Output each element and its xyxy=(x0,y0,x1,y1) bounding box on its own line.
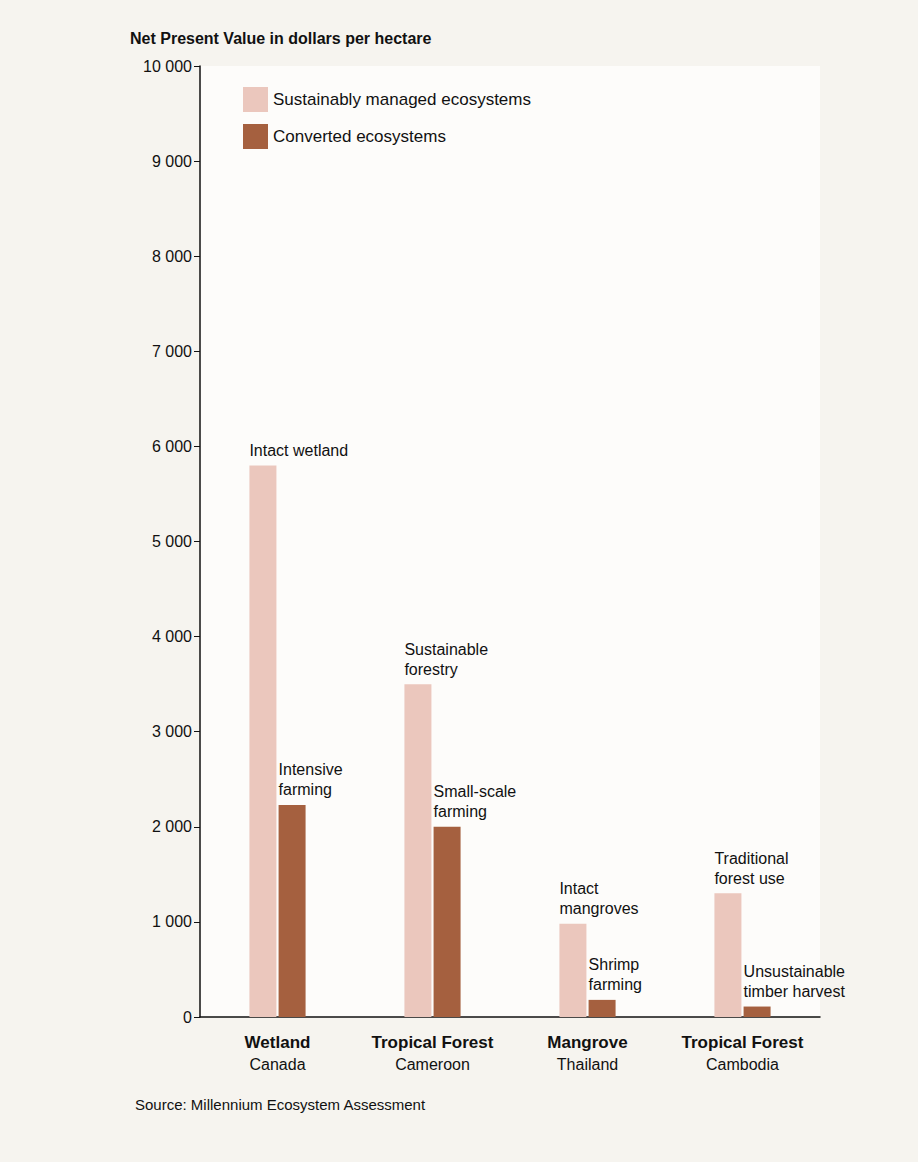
svg-text:7 000: 7 000 xyxy=(152,343,192,360)
svg-text:timber harvest: timber harvest xyxy=(744,983,846,1000)
svg-text:forestry: forestry xyxy=(404,661,457,678)
svg-text:8 000: 8 000 xyxy=(152,248,192,265)
svg-text:2 000: 2 000 xyxy=(152,818,192,835)
svg-text:Thailand: Thailand xyxy=(557,1056,618,1073)
svg-text:0: 0 xyxy=(183,1009,192,1026)
svg-text:Net Present Value in dollars p: Net Present Value in dollars per hectare xyxy=(130,30,432,47)
svg-text:4 000: 4 000 xyxy=(152,628,192,645)
svg-text:Unsustainable: Unsustainable xyxy=(744,963,846,980)
svg-text:farming: farming xyxy=(434,803,487,820)
svg-text:forest use: forest use xyxy=(714,870,784,887)
svg-text:Sustainably managed ecosystems: Sustainably managed ecosystems xyxy=(273,90,531,109)
svg-text:Small-scale: Small-scale xyxy=(434,783,517,800)
svg-text:6 000: 6 000 xyxy=(152,438,192,455)
svg-text:Cameroon: Cameroon xyxy=(395,1056,470,1073)
svg-text:Sustainable: Sustainable xyxy=(404,641,488,658)
svg-text:Wetland: Wetland xyxy=(245,1033,311,1052)
svg-text:Source: Millennium Ecosystem A: Source: Millennium Ecosystem Assessment xyxy=(135,1096,426,1113)
svg-text:Cambodia: Cambodia xyxy=(706,1056,779,1073)
svg-text:Tropical Forest: Tropical Forest xyxy=(372,1033,494,1052)
svg-text:9 000: 9 000 xyxy=(152,153,192,170)
svg-text:Intensive: Intensive xyxy=(279,761,343,778)
svg-text:3 000: 3 000 xyxy=(152,723,192,740)
svg-text:5 000: 5 000 xyxy=(152,533,192,550)
svg-text:farming: farming xyxy=(279,781,332,798)
svg-text:Intact: Intact xyxy=(559,880,599,897)
svg-text:farming: farming xyxy=(589,976,642,993)
svg-text:Mangrove: Mangrove xyxy=(547,1033,627,1052)
svg-text:mangroves: mangroves xyxy=(559,900,638,917)
svg-text:Shrimp: Shrimp xyxy=(589,956,640,973)
svg-text:Intact wetland: Intact wetland xyxy=(249,442,348,459)
svg-text:Tropical Forest: Tropical Forest xyxy=(682,1033,804,1052)
svg-text:10 000: 10 000 xyxy=(143,58,192,75)
svg-text:Canada: Canada xyxy=(249,1056,305,1073)
svg-text:Converted ecosystems: Converted ecosystems xyxy=(273,127,446,146)
svg-text:1 000: 1 000 xyxy=(152,913,192,930)
svg-text:Traditional: Traditional xyxy=(714,850,788,867)
